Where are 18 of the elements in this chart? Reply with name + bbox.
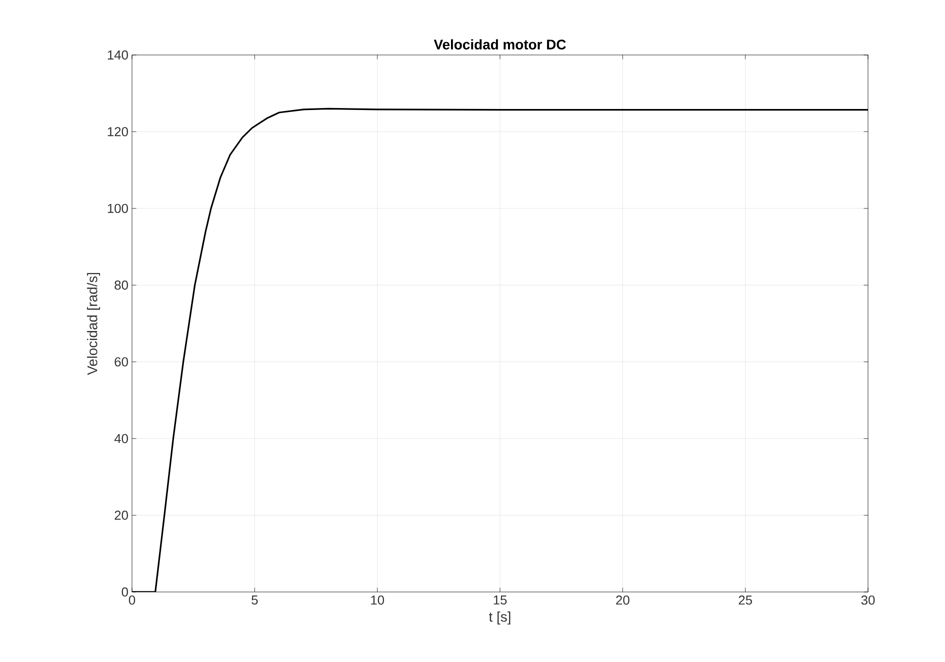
chart-title: Velocidad motor DC <box>434 39 566 50</box>
y-tick-label: 20 <box>114 510 128 520</box>
y-axis-title: Velocidad [rad/s] <box>87 272 100 375</box>
y-tick-label: 0 <box>122 587 128 597</box>
x-tick-label: 25 <box>738 596 752 605</box>
y-tick-label: 140 <box>108 50 128 60</box>
x-tick-label: 20 <box>616 596 630 605</box>
y-tick-label: 40 <box>114 434 128 444</box>
x-tick-label: 5 <box>252 596 258 605</box>
x-tick-label: 0 <box>128 596 136 605</box>
y-tick-label: 120 <box>108 127 128 136</box>
x-tick-label: 15 <box>494 596 507 605</box>
x-axis-title: t [s] <box>488 612 510 625</box>
y-tick-label: 80 <box>114 280 128 290</box>
x-tick-label: 10 <box>371 596 384 605</box>
y-tick-label: 60 <box>114 357 128 366</box>
x-tick-label: 30 <box>861 596 875 605</box>
y-tick-label: 100 <box>108 204 128 213</box>
